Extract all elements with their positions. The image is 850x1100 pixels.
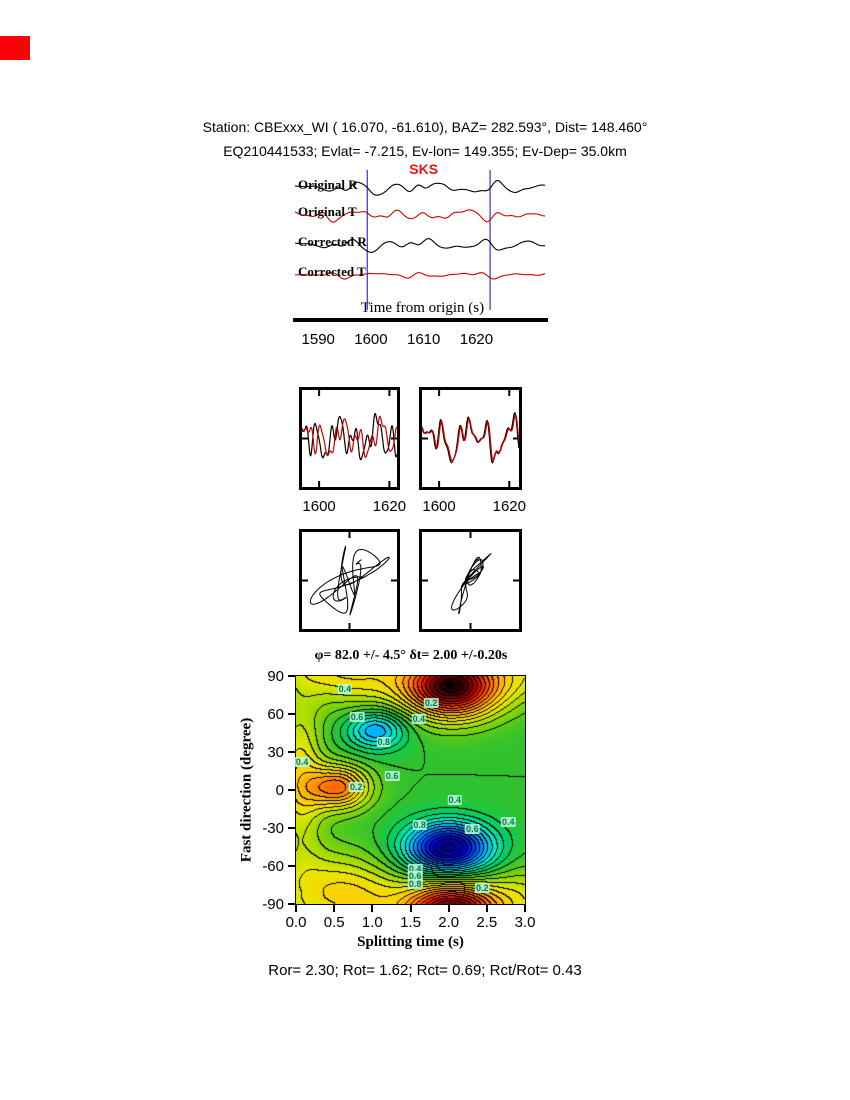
x-tick <box>295 905 297 912</box>
x-tick <box>524 905 526 912</box>
result-line: Ror= 2.30; Rot= 1.62; Rct= 0.69; Rct/Rot… <box>268 962 582 979</box>
window-trace <box>421 414 520 462</box>
x-tick-label: 3.0 <box>514 914 536 931</box>
contour-value-label: 0.8 <box>376 736 392 747</box>
seismogram-trace <box>294 180 546 196</box>
time-tick-label: 1620 <box>459 331 494 348</box>
y-tick-label: -60 <box>262 858 284 875</box>
y-tick-label: 60 <box>267 706 284 723</box>
y-tick <box>288 675 295 677</box>
window-compare-right-panel <box>419 387 522 490</box>
x-tick-label: 2.0 <box>438 914 460 931</box>
waveform-traces-plot <box>294 170 546 310</box>
contour-value-label: 0.4 <box>411 714 427 725</box>
x-tick-label: 1.5 <box>400 914 421 931</box>
y-tick <box>288 865 295 867</box>
window-compare-left-panel <box>299 387 400 490</box>
corner-mark <box>0 36 30 60</box>
contour-value-label: 0.6 <box>349 711 365 722</box>
trace-label: Corrected R <box>298 234 367 249</box>
phase-label-sks: SKS <box>409 161 439 177</box>
particle-motion-plot <box>302 532 397 629</box>
contour-value-label: 0.6 <box>465 824 480 835</box>
y-tick <box>288 903 295 905</box>
event-header: EQ210441533; Evlat= -7.215, Ev-lon= 149.… <box>223 143 627 159</box>
y-tick-label: 30 <box>267 744 284 761</box>
time-tick-label: 1610 <box>407 331 441 348</box>
x-tick-label: 0.0 <box>285 914 307 931</box>
x-tick <box>371 905 374 912</box>
y-tick-label: 0 <box>275 782 284 799</box>
best-solution-star-icon: ★ <box>441 676 457 696</box>
window-tick-label: 1620 <box>372 498 407 515</box>
x-tick <box>485 905 488 912</box>
trace-label: Corrected T <box>298 264 366 279</box>
time-tick-label: 1590 <box>301 331 335 348</box>
x-tick <box>333 905 336 912</box>
x-tick-label: 2.5 <box>476 914 498 931</box>
contour-value-label: 0.4 <box>500 816 516 827</box>
splitting-result-title: φ= 82.0 +/- 4.5° δt= 2.00 +/-0.20s <box>314 648 508 663</box>
window-waveform-plot <box>301 390 398 487</box>
contour-value-label: 0.4 <box>447 795 463 806</box>
contour-value-label: 0.8 <box>407 878 423 889</box>
seismogram-trace <box>294 238 546 253</box>
window-tick-label: 1600 <box>422 498 456 515</box>
contour-value-label: 0.4 <box>294 757 310 768</box>
contour-value-label: 0.4 <box>407 863 423 874</box>
y-tick-label: -90 <box>262 896 284 913</box>
x-tick <box>447 905 450 912</box>
particle-motion-uncorrected-panel <box>299 529 400 632</box>
window-waveform-plot <box>421 390 520 487</box>
window-tick-label: 1600 <box>302 498 336 515</box>
x-tick-label: 0.5 <box>323 914 345 931</box>
y-tick-label: -30 <box>262 820 284 837</box>
trace-label: Original T <box>298 204 357 219</box>
time-axis-line <box>293 318 548 322</box>
contour-value-label: 0.8 <box>412 820 427 831</box>
seismogram-trace <box>294 272 546 280</box>
seismogram-trace <box>294 209 546 223</box>
contour-value-label: 0.4 <box>337 683 353 694</box>
contour-value-label: 0.6 <box>407 871 423 882</box>
time-axis-title: Time from origin (s) <box>360 300 485 316</box>
particle-motion-path <box>309 545 390 616</box>
particle-motion-plot <box>422 532 519 629</box>
y-tick <box>288 713 295 715</box>
contour-value-label: 0.2 <box>474 882 490 893</box>
station-header: Station: CBExxx_WI ( 16.070, -61.610), B… <box>202 119 648 135</box>
particle-motion-corrected-panel <box>419 529 522 632</box>
window-trace <box>301 415 398 458</box>
x-tick <box>409 905 412 912</box>
particle-motion-path <box>451 553 492 615</box>
window-tick-label: 1620 <box>492 498 526 515</box>
trace-label: Original R <box>298 177 358 192</box>
y-tick <box>288 827 295 829</box>
y-tick <box>288 789 295 791</box>
y-tick-label: 90 <box>267 668 284 685</box>
x-tick-label: 1.0 <box>361 914 383 931</box>
contour-value-label: 0.6 <box>384 771 400 782</box>
splitting-time-axis-label: Splitting time (s) <box>357 934 464 950</box>
time-tick-label: 1600 <box>354 331 388 348</box>
y-tick <box>288 751 295 753</box>
contour-value-label: 0.2 <box>423 697 439 708</box>
contour-value-label: 0.2 <box>349 782 364 793</box>
